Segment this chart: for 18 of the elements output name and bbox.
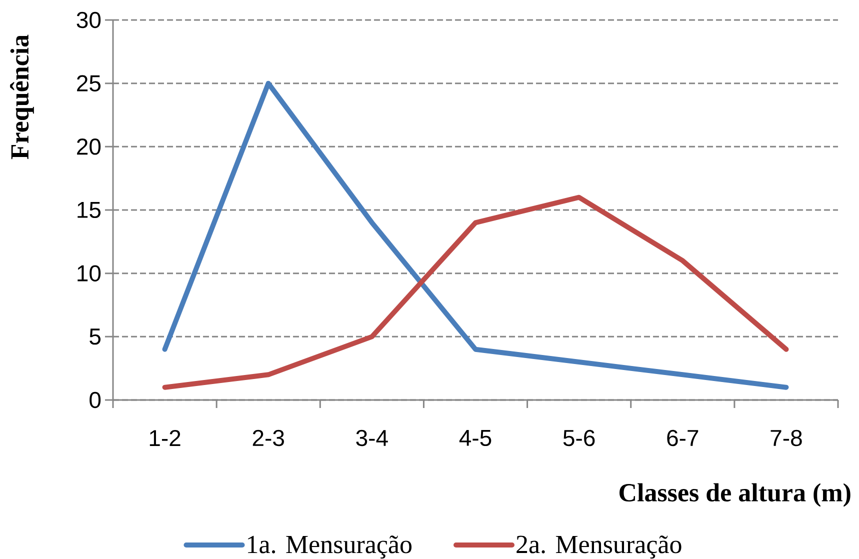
legend-label: 2a. Mensuração — [516, 535, 682, 559]
y-tick-label: 0 — [90, 392, 101, 408]
y-tick-label: 20 — [77, 138, 101, 155]
y-tick-label: 15 — [78, 202, 101, 218]
y-axis-title: Frequência — [10, 34, 34, 160]
x-tick-label: 4-5 — [459, 430, 492, 446]
x-tick-label: 7-8 — [770, 430, 802, 446]
y-tick-label: 30 — [76, 12, 101, 28]
x-axis-title: Classes de altura (m) — [620, 483, 850, 507]
x-tick-label: 5-6 — [563, 430, 595, 446]
x-tick-label: 6-7 — [667, 430, 698, 446]
legend-label: 1a. Mensuração — [248, 535, 412, 559]
x-tick-label: 1-2 — [150, 430, 180, 446]
y-tick-label: 10 — [78, 265, 101, 282]
x-tick-label: 2-3 — [252, 430, 284, 446]
y-tick-label: 5 — [90, 328, 101, 345]
x-tick-label: 3-4 — [356, 430, 388, 446]
y-tick-label: 25 — [77, 75, 101, 92]
